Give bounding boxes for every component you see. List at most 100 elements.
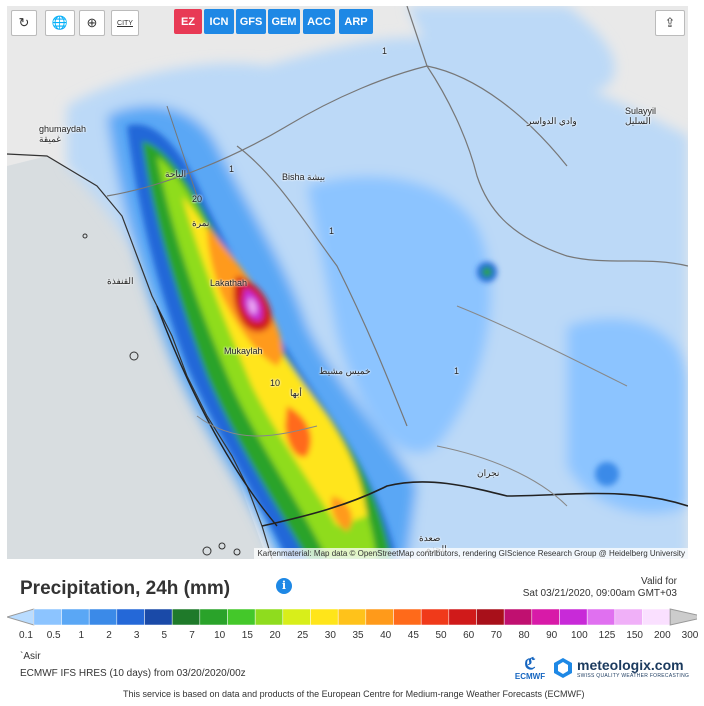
zoom-button[interactable]: ⊕ bbox=[79, 10, 105, 36]
place-label: وادي الدواسر bbox=[527, 116, 577, 126]
contour-label: 1 bbox=[329, 226, 335, 236]
scale-swatch bbox=[531, 608, 560, 626]
model-button-gem[interactable]: GEM bbox=[268, 9, 300, 34]
model-button-gfs[interactable]: GFS bbox=[236, 9, 266, 34]
place-label: نمرة bbox=[192, 218, 210, 228]
valid-label: Valid for bbox=[641, 576, 677, 587]
place-label: القنفذة bbox=[107, 276, 134, 286]
scale-tick-label: 30 bbox=[324, 630, 336, 641]
scale-swatch bbox=[282, 608, 311, 626]
share-button[interactable]: ⇪ bbox=[655, 10, 685, 36]
place-label: Bisha بيشة bbox=[282, 172, 326, 182]
place-label: أبها bbox=[290, 388, 302, 398]
ecmwf-label: ECMWF bbox=[514, 672, 546, 681]
scale-tick-label: 300 bbox=[681, 630, 699, 641]
scale-swatch bbox=[199, 608, 228, 626]
scale-swatch bbox=[586, 608, 616, 626]
scale-swatch bbox=[337, 608, 367, 626]
scale-swatch bbox=[61, 608, 90, 626]
scale-tick-label: 50 bbox=[435, 630, 447, 641]
place-label: خميس مشيط bbox=[319, 366, 371, 376]
place-label: Lakathah bbox=[210, 278, 248, 288]
scale-tick-label: 25 bbox=[297, 630, 309, 641]
scale-tick-label: 200 bbox=[653, 630, 671, 641]
region-label: `Asir bbox=[20, 651, 41, 662]
valid-date: Sat 03/21/2020, 09:00am GMT+03 bbox=[522, 588, 677, 599]
scale-tick-label: 5 bbox=[161, 630, 168, 641]
contour-label: 1 bbox=[454, 366, 460, 376]
color-scale bbox=[7, 608, 697, 626]
scale-arrow-right bbox=[669, 608, 697, 626]
scale-tick-label: 20 bbox=[269, 630, 281, 641]
scale-tick-label: 90 bbox=[546, 630, 558, 641]
scale-arrow-left bbox=[7, 608, 35, 626]
scale-tick-label: 2 bbox=[106, 630, 112, 641]
scale-swatch bbox=[171, 608, 201, 626]
place-label: ghumaydah غميقة bbox=[39, 124, 87, 144]
place-label: صعدة bbox=[419, 533, 441, 543]
scale-tick-label: 70 bbox=[490, 630, 502, 641]
scale-tick-label: 45 bbox=[407, 630, 419, 641]
scale-swatch bbox=[365, 608, 394, 626]
model-run-info: ECMWF IFS HRES (10 days) from 03/20/2020… bbox=[20, 668, 246, 679]
city-label: CITY bbox=[117, 19, 133, 27]
scale-tick-label: 35 bbox=[352, 630, 364, 641]
ecmwf-emblem-icon: ℭ bbox=[524, 656, 536, 673]
scale-swatch bbox=[503, 608, 533, 626]
scale-swatch bbox=[144, 608, 173, 626]
globe-button[interactable]: 🌐 bbox=[45, 10, 75, 36]
ecmwf-logo: ℭ ECMWF bbox=[510, 656, 550, 682]
scale-swatch bbox=[448, 608, 477, 626]
brand-tagline: SWISS QUALITY WEATHER FORECASTING bbox=[577, 673, 690, 679]
scale-swatch bbox=[559, 608, 588, 626]
scale-tick-label: 125 bbox=[598, 630, 616, 641]
scale-tick-label: 80 bbox=[518, 630, 530, 641]
place-label: الباحة bbox=[165, 169, 187, 179]
city-button[interactable]: CITY bbox=[111, 10, 139, 36]
legend-title: Precipitation, 24h (mm) bbox=[20, 578, 231, 599]
map-attribution: Kartenmaterial: Map data © OpenStreetMap… bbox=[254, 548, 688, 559]
scale-tick-label: 100 bbox=[570, 630, 588, 641]
scale-ticks: 0.1 0.5 1 2 3 5 7 10 15 20 25 30 35 40 45 50 60 70 80 90 100… bbox=[19, 630, 698, 644]
info-icon[interactable]: i bbox=[276, 578, 292, 594]
footer-note: This service is based on data and produc… bbox=[123, 689, 585, 699]
scale-swatch bbox=[227, 608, 256, 626]
scale-swatch bbox=[116, 608, 145, 626]
place-label: نجران bbox=[477, 468, 500, 478]
place-label: Mukaylah bbox=[224, 346, 263, 356]
scale-swatch bbox=[614, 608, 643, 626]
meteologix-emblem-icon bbox=[554, 658, 572, 678]
scale-swatch bbox=[33, 608, 62, 626]
scale-swatch bbox=[393, 608, 422, 626]
zoom-icon: ⊕ bbox=[86, 15, 98, 30]
model-button-arp[interactable]: ARP bbox=[339, 9, 373, 34]
scale-tick-label: 40 bbox=[380, 630, 392, 641]
scale-swatch bbox=[476, 608, 505, 626]
scale-swatch bbox=[88, 608, 118, 626]
scale-tick-label: 0.5 bbox=[46, 630, 61, 641]
share-icon: ⇪ bbox=[664, 15, 676, 30]
scale-tick-label: 0.1 bbox=[19, 630, 33, 641]
model-button-acc[interactable]: ACC bbox=[303, 9, 335, 34]
scale-tick-label: 10 bbox=[214, 630, 226, 641]
contour-label: 1 bbox=[229, 164, 235, 174]
scale-tick-label: 1 bbox=[78, 630, 85, 641]
scale-tick-label: 7 bbox=[189, 630, 195, 641]
contour-label: 10 bbox=[270, 378, 281, 388]
contour-label: 20 bbox=[192, 194, 203, 204]
brand-name: meteologix.com bbox=[577, 657, 684, 673]
map-view[interactable]: ↻ 🌐 ⊕ CITY ⇪ EZ ICN GFS GEM ACC ARP ghumaydah… bbox=[7, 6, 688, 559]
model-button-ez[interactable]: EZ bbox=[174, 9, 202, 34]
precipitation-map bbox=[7, 6, 688, 559]
contour-label: 1 bbox=[382, 46, 388, 56]
scale-tick-label: 15 bbox=[241, 630, 253, 641]
model-button-icn[interactable]: ICN bbox=[204, 9, 234, 34]
place-label: Sulayyil السليل bbox=[625, 106, 657, 126]
scale-tick-label: 60 bbox=[463, 630, 475, 641]
refresh-button[interactable]: ↻ bbox=[11, 10, 37, 36]
scale-swatch bbox=[310, 608, 339, 626]
scale-swatch bbox=[420, 608, 450, 626]
globe-icon: 🌐 bbox=[51, 15, 69, 30]
scale-swatch bbox=[642, 608, 671, 626]
scale-tick-label: 3 bbox=[133, 630, 140, 641]
